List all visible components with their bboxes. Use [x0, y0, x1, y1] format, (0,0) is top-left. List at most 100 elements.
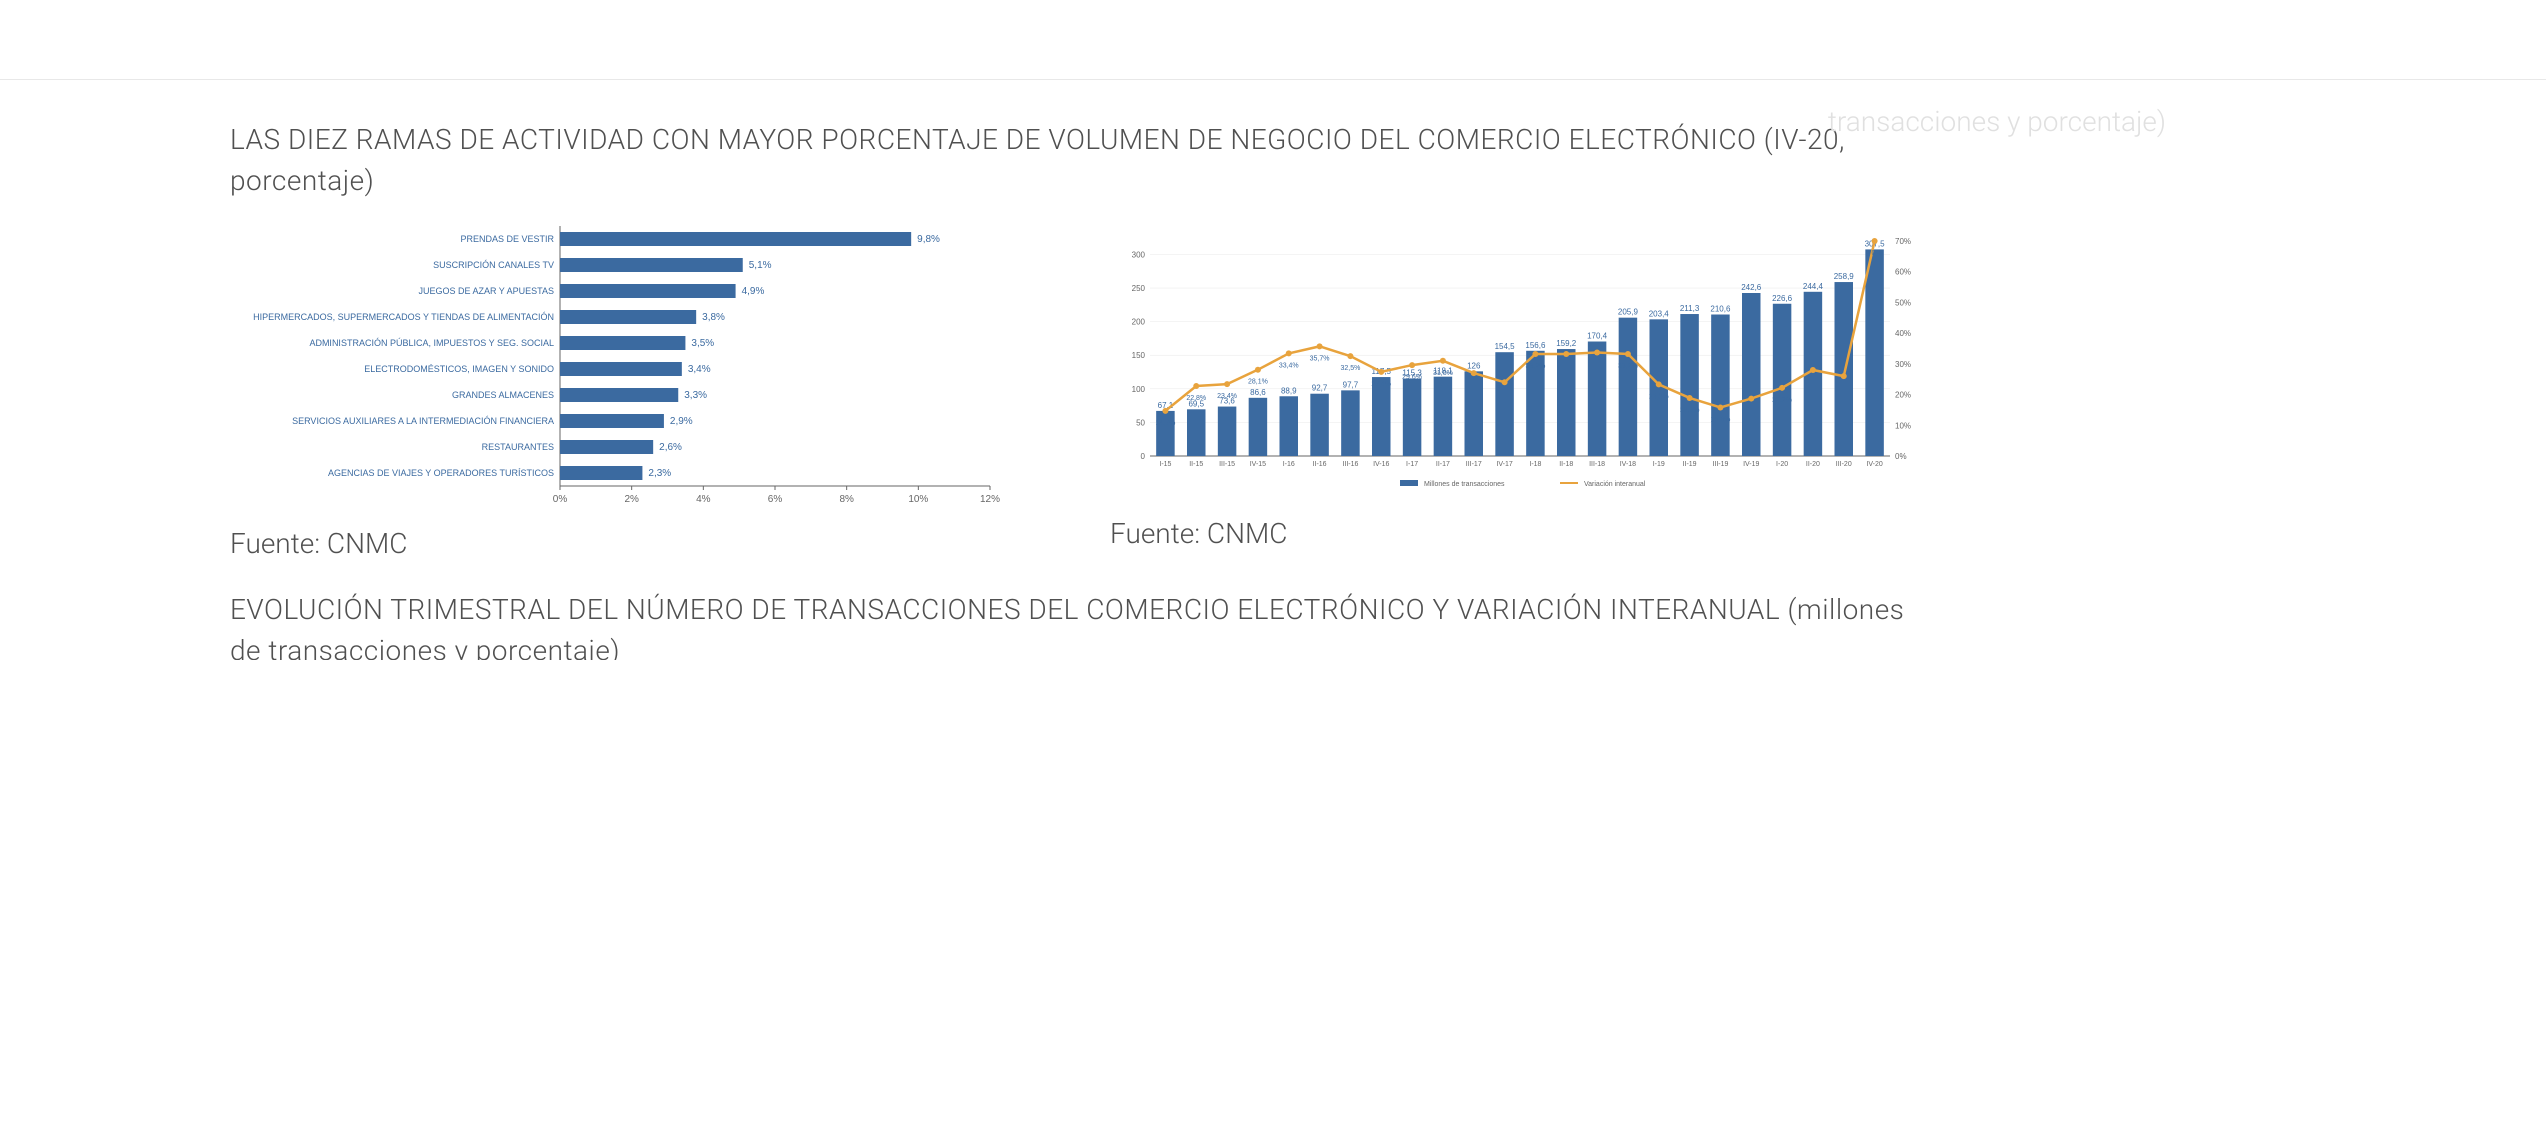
- charts-row: 0%2%4%6%8%10%12%PRENDAS DE VESTIR9,8%SUS…: [230, 221, 2316, 560]
- combo-bar-line-chart: 0501001502002503000%10%20%30%40%50%60%70…: [1110, 221, 1930, 501]
- svg-text:15,8%: 15,8%: [1710, 417, 1730, 424]
- svg-text:II-18: II-18: [1559, 461, 1573, 468]
- svg-text:23,3%: 23,3%: [1649, 394, 1669, 401]
- svg-text:12%: 12%: [980, 494, 1000, 505]
- svg-text:100: 100: [1132, 385, 1146, 394]
- svg-text:GRANDES ALMACENES: GRANDES ALMACENES: [452, 390, 554, 400]
- svg-text:6%: 6%: [768, 494, 783, 505]
- svg-text:II-20: II-20: [1806, 461, 1820, 468]
- svg-text:3,8%: 3,8%: [702, 312, 725, 323]
- content-area: LAS DIEZ RAMAS DE ACTIVIDAD CON MAYOR PO…: [0, 80, 2546, 660]
- svg-text:I-15: I-15: [1159, 461, 1171, 468]
- svg-text:40%: 40%: [1895, 329, 1911, 338]
- svg-text:159,2: 159,2: [1556, 339, 1577, 348]
- svg-text:97,7: 97,7: [1343, 381, 1359, 390]
- svg-text:88,9: 88,9: [1281, 386, 1297, 395]
- svg-text:86,6: 86,6: [1250, 388, 1266, 397]
- svg-text:154,5: 154,5: [1495, 342, 1516, 351]
- left-chart-column: 0%2%4%6%8%10%12%PRENDAS DE VESTIR9,8%SUS…: [230, 221, 1050, 560]
- svg-text:2%: 2%: [624, 494, 639, 505]
- svg-text:150: 150: [1132, 351, 1146, 360]
- svg-text:258,9: 258,9: [1834, 272, 1855, 281]
- right-chart-column: 0501001502002503000%10%20%30%40%50%60%70…: [1110, 221, 1930, 550]
- svg-text:IV-18: IV-18: [1620, 461, 1636, 468]
- svg-text:203,4: 203,4: [1649, 310, 1670, 319]
- svg-text:10%: 10%: [1895, 421, 1911, 430]
- svg-text:50%: 50%: [1895, 299, 1911, 308]
- svg-text:II-17: II-17: [1436, 461, 1450, 468]
- svg-text:I-17: I-17: [1406, 461, 1418, 468]
- svg-text:156,6: 156,6: [1525, 341, 1546, 350]
- svg-text:32,5%: 32,5%: [1340, 365, 1360, 372]
- svg-text:226,6: 226,6: [1772, 294, 1793, 303]
- svg-text:ELECTRODOMÉSTICOS, IMAGEN Y SO: ELECTRODOMÉSTICOS, IMAGEN Y SONIDO: [364, 364, 554, 374]
- svg-text:III-19: III-19: [1712, 461, 1728, 468]
- svg-text:3,5%: 3,5%: [691, 338, 714, 349]
- svg-text:29,6%: 29,6%: [1402, 374, 1422, 381]
- svg-text:50: 50: [1136, 419, 1145, 428]
- svg-text:IV-17: IV-17: [1496, 461, 1512, 468]
- svg-text:Millones de transacciones: Millones de transacciones: [1424, 481, 1505, 488]
- svg-text:RESTAURANTES: RESTAURANTES: [482, 442, 554, 452]
- svg-text:33,4%: 33,4%: [1279, 363, 1299, 370]
- svg-text:22,2%: 22,2%: [1772, 397, 1792, 404]
- source-right: Fuente: CNMC: [1110, 517, 1930, 550]
- svg-text:I-19: I-19: [1653, 461, 1665, 468]
- svg-text:HIPERMERCADOS, SUPERMERCADOS Y: HIPERMERCADOS, SUPERMERCADOS Y TIENDAS D…: [253, 312, 554, 322]
- svg-text:2,3%: 2,3%: [648, 468, 671, 479]
- svg-text:18,9%: 18,9%: [1680, 407, 1700, 414]
- svg-text:9,8%: 9,8%: [917, 234, 940, 245]
- svg-text:33,2%: 33,2%: [1525, 363, 1545, 370]
- svg-text:14,7%: 14,7%: [1155, 420, 1175, 427]
- svg-text:IV-16: IV-16: [1373, 461, 1389, 468]
- svg-text:II-15: II-15: [1189, 461, 1203, 468]
- svg-text:8%: 8%: [839, 494, 854, 505]
- svg-text:30%: 30%: [1895, 360, 1911, 369]
- svg-text:10%: 10%: [908, 494, 928, 505]
- svg-text:20%: 20%: [1895, 391, 1911, 400]
- svg-text:PRENDAS DE VESTIR: PRENDAS DE VESTIR: [460, 234, 554, 244]
- svg-text:I-18: I-18: [1529, 461, 1541, 468]
- svg-text:244,4: 244,4: [1803, 282, 1824, 291]
- svg-text:IV-20: IV-20: [1866, 461, 1882, 468]
- svg-text:ADMINISTRACIÓN PÚBLICA, IMPUES: ADMINISTRACIÓN PÚBLICA, IMPUESTOS Y SEG.…: [309, 338, 554, 348]
- svg-text:242,6: 242,6: [1741, 283, 1762, 292]
- svg-text:SERVICIOS AUXILIARES A LA INTE: SERVICIOS AUXILIARES A LA INTERMEDIACIÓN…: [292, 416, 554, 426]
- svg-text:31,0%: 31,0%: [1433, 370, 1453, 377]
- svg-text:211,3: 211,3: [1680, 304, 1700, 313]
- svg-text:2,6%: 2,6%: [659, 442, 682, 453]
- svg-text:60%: 60%: [1895, 268, 1911, 277]
- svg-text:205,9: 205,9: [1618, 308, 1639, 317]
- svg-text:200: 200: [1132, 318, 1146, 327]
- svg-text:2,9%: 2,9%: [670, 416, 693, 427]
- svg-text:Variación interanual: Variación interanual: [1584, 481, 1646, 488]
- svg-text:I-20: I-20: [1776, 461, 1788, 468]
- svg-text:0: 0: [1141, 452, 1146, 461]
- svg-text:27,4%: 27,4%: [1371, 381, 1391, 388]
- svg-text:4,9%: 4,9%: [742, 286, 765, 297]
- svg-text:70%: 70%: [1868, 250, 1882, 257]
- svg-text:250: 250: [1132, 284, 1146, 293]
- svg-text:5,1%: 5,1%: [749, 260, 772, 271]
- svg-text:III-17: III-17: [1466, 461, 1482, 468]
- svg-text:33,2%: 33,2%: [1618, 363, 1638, 370]
- svg-text:IV-15: IV-15: [1250, 461, 1266, 468]
- svg-text:23,4%: 23,4%: [1217, 393, 1237, 400]
- svg-text:AGENCIAS DE VIAJES Y OPERADORE: AGENCIAS DE VIAJES Y OPERADORES TURÍSTIC…: [328, 468, 554, 478]
- svg-text:3,4%: 3,4%: [688, 364, 711, 375]
- svg-text:170,4: 170,4: [1587, 332, 1608, 341]
- svg-text:III-15: III-15: [1219, 461, 1235, 468]
- svg-text:SUSCRIPCIÓN CANALES TV: SUSCRIPCIÓN CANALES TV: [433, 260, 554, 270]
- svg-text:III-18: III-18: [1589, 461, 1605, 468]
- partial-clipped-text: transacciones y porcentaje): [1828, 105, 2166, 138]
- svg-text:3,3%: 3,3%: [684, 390, 707, 401]
- horizontal-bar-chart: 0%2%4%6%8%10%12%PRENDAS DE VESTIR9,8%SUS…: [230, 221, 1050, 511]
- svg-text:210,6: 210,6: [1710, 305, 1731, 314]
- topbar: [0, 0, 2546, 80]
- svg-text:35,7%: 35,7%: [1310, 356, 1330, 363]
- svg-text:22,8%: 22,8%: [1186, 395, 1206, 402]
- svg-text:300: 300: [1132, 251, 1146, 260]
- svg-text:IV-19: IV-19: [1743, 461, 1759, 468]
- svg-text:0%: 0%: [553, 494, 568, 505]
- svg-text:I-16: I-16: [1283, 461, 1295, 468]
